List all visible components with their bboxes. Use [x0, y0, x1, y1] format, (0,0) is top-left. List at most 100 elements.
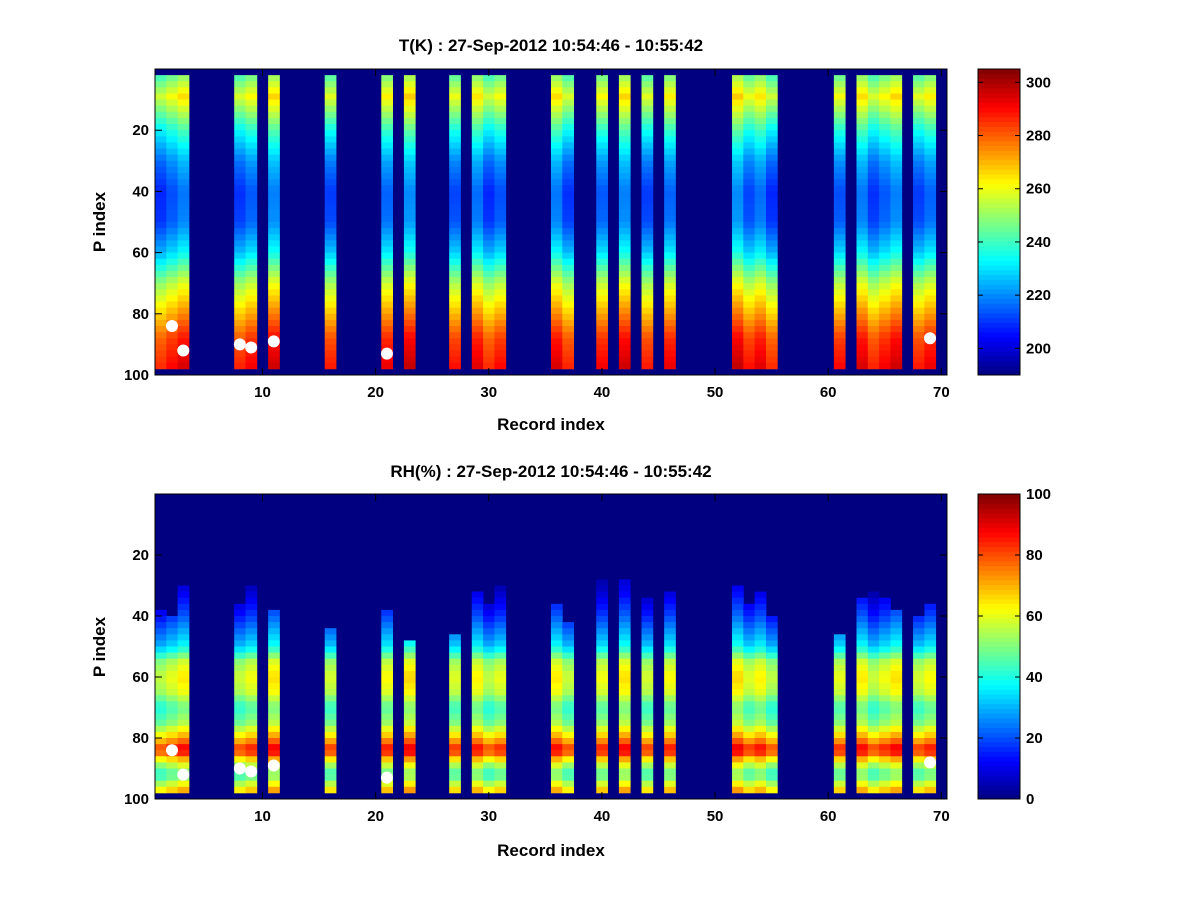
temperature-cell: [381, 99, 393, 107]
temperature-axes-frame: [154, 68, 948, 376]
temperature-cell: [245, 332, 258, 339]
temperature-column-30: [483, 75, 495, 370]
humidity-cell: [890, 774, 903, 782]
temperature-cell: [268, 93, 280, 100]
temperature-colorbar-step: [978, 174, 1020, 180]
humidity-cell: [641, 622, 654, 629]
temperature-cell: [641, 148, 654, 156]
temperature-cell: [754, 154, 767, 162]
temperature-cell: [494, 234, 507, 241]
temperature-cell: [732, 154, 744, 162]
temperature-cell: [471, 301, 484, 309]
temperature-cell: [483, 289, 495, 296]
temperature-cell: [765, 350, 778, 358]
temperature-colorbar-step: [978, 92, 1020, 99]
temperature-cell: [754, 295, 767, 302]
humidity-cell: [268, 622, 280, 629]
humidity-cell: [765, 756, 778, 763]
temperature-cell: [890, 289, 903, 296]
temperature-colorbar-step: [978, 126, 1020, 132]
temperature-cell: [732, 93, 744, 100]
temperature-cell: [471, 252, 484, 260]
temperature-cell: [551, 203, 563, 211]
temperature-column-63: [856, 75, 869, 370]
humidity-cell: [754, 768, 767, 775]
humidity-cell: [551, 634, 563, 641]
humidity-cell: [641, 640, 654, 647]
temperature-cell: [268, 148, 280, 156]
temperature-cell: [268, 142, 280, 149]
temperature-cell: [562, 326, 575, 333]
temperature-cell: [879, 148, 891, 156]
humidity-cell: [177, 786, 190, 794]
temperature-cell: [856, 179, 869, 186]
humidity-cell: [913, 750, 925, 757]
temperature-cell: [879, 154, 891, 162]
humidity-cell: [618, 677, 631, 684]
humidity-colorbar-step: [978, 760, 1020, 767]
humidity-cell: [867, 756, 880, 763]
temperature-cell: [743, 117, 756, 125]
temperature-cell: [924, 124, 937, 131]
humidity-cell: [618, 646, 631, 653]
temperature-cell: [664, 75, 676, 82]
humidity-cell: [471, 750, 484, 757]
humidity-cell: [381, 677, 393, 684]
humidity-cell: [743, 622, 756, 629]
temperature-cell: [381, 154, 393, 162]
humidity-cell: [403, 658, 416, 666]
humidity-cell: [856, 616, 869, 623]
humidity-column-40: [596, 579, 608, 794]
humidity-cell: [234, 725, 246, 733]
temperature-cell: [166, 338, 179, 345]
temperature-cell: [879, 179, 891, 186]
temperature-cell: [879, 124, 891, 131]
temperature-cell: [155, 313, 167, 321]
temperature-cell: [833, 234, 846, 241]
temperature-colorbar-step: [978, 116, 1020, 123]
temperature-cell: [618, 75, 631, 82]
temperature-cell: [765, 289, 778, 296]
humidity-cell: [924, 658, 937, 666]
humidity-colorbar-tick-label: 0: [1026, 791, 1034, 808]
temperature-cell: [324, 185, 337, 192]
temperature-cell: [403, 75, 416, 82]
temperature-cell: [754, 277, 767, 284]
temperature-cell: [913, 124, 925, 131]
humidity-cell: [471, 719, 484, 727]
temperature-cell: [743, 332, 756, 339]
humidity-cell: [471, 786, 484, 794]
humidity-colorbar-step: [978, 513, 1020, 519]
humidity-cell: [449, 701, 461, 708]
humidity-cell: [403, 731, 416, 739]
temperature-cell: [551, 362, 563, 370]
temperature-cell: [833, 332, 846, 339]
humidity-cell: [596, 707, 608, 714]
temperature-cell: [641, 283, 654, 290]
temperature-cell: [234, 185, 246, 192]
humidity-cell: [833, 640, 846, 647]
humidity-colorbar-step: [978, 541, 1020, 547]
temperature-cell: [664, 105, 676, 113]
temperature-cell: [268, 295, 280, 302]
humidity-cell: [765, 731, 778, 739]
temperature-cell: [381, 277, 393, 284]
humidity-cell: [483, 640, 495, 647]
temperature-cell: [403, 105, 416, 113]
temperature-cell: [324, 173, 337, 180]
temperature-cell: [743, 307, 756, 315]
temperature-cell: [245, 191, 258, 198]
temperature-cell: [177, 252, 190, 260]
temperature-cell: [324, 75, 337, 82]
temperature-cell: [403, 93, 416, 100]
humidity-cell: [618, 591, 631, 599]
temperature-cell: [268, 179, 280, 186]
humidity-cell: [833, 695, 846, 702]
humidity-column-69: [924, 603, 937, 794]
humidity-cell: [596, 701, 608, 708]
humidity-cell: [177, 762, 190, 769]
humidity-cell: [879, 664, 891, 672]
humidity-cell: [913, 652, 925, 660]
humidity-cell: [913, 658, 925, 666]
temperature-cell: [743, 338, 756, 345]
